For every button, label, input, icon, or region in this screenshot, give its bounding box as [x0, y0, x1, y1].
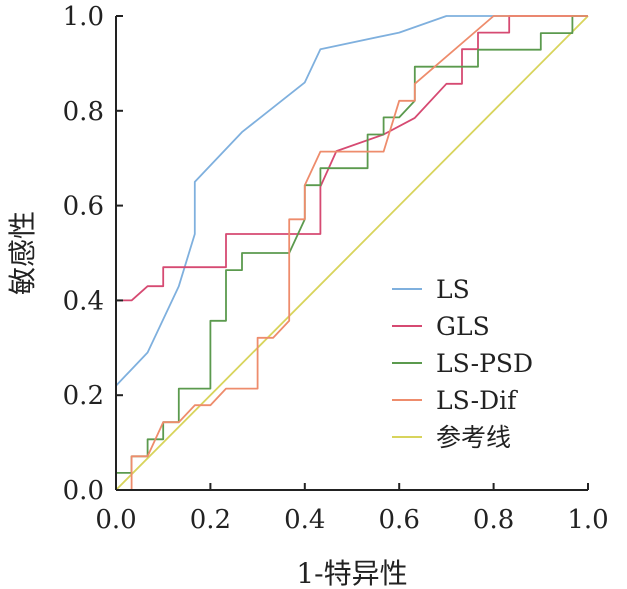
ticks-layer: 0.0 0.2 0.4 0.6 0.8 1.0 0.0 0.2 0.4 0.6 0.8 1.0: [63, 2, 609, 535]
legend: LS GLS LS-PSD LS-Dif 参考线: [392, 275, 533, 452]
y-tick-label: 1.0: [63, 2, 104, 32]
x-tick-label: 0.4: [284, 505, 325, 535]
legend-label: GLS: [436, 312, 490, 341]
y-tick-label: 0.2: [63, 381, 104, 411]
x-tick-label: 0.2: [190, 505, 231, 535]
y-tick-label: 0.0: [63, 476, 104, 506]
y-tick-label: 0.8: [63, 97, 104, 127]
x-axis-title: 1-特异性: [296, 557, 407, 589]
legend-label: LS-PSD: [436, 349, 533, 378]
y-tick-label: 0.4: [63, 286, 104, 316]
legend-label: LS: [436, 275, 470, 304]
legend-label: 参考线: [436, 423, 511, 452]
series-line-4: [115, 15, 589, 491]
x-tick-label: 0.0: [95, 505, 136, 535]
x-tick-label: 0.8: [473, 505, 514, 535]
y-axis-title: 敏感性: [6, 211, 39, 295]
x-tick-label: 0.6: [379, 505, 420, 535]
series-line-3: [116, 15, 588, 491]
x-tick-label: 1.0: [567, 505, 608, 535]
axes: [115, 16, 588, 491]
series-lines-layer: [115, 15, 589, 491]
y-tick-label: 0.6: [63, 192, 104, 222]
series-line-0: [115, 15, 588, 490]
legend-label: LS-Dif: [436, 386, 518, 415]
